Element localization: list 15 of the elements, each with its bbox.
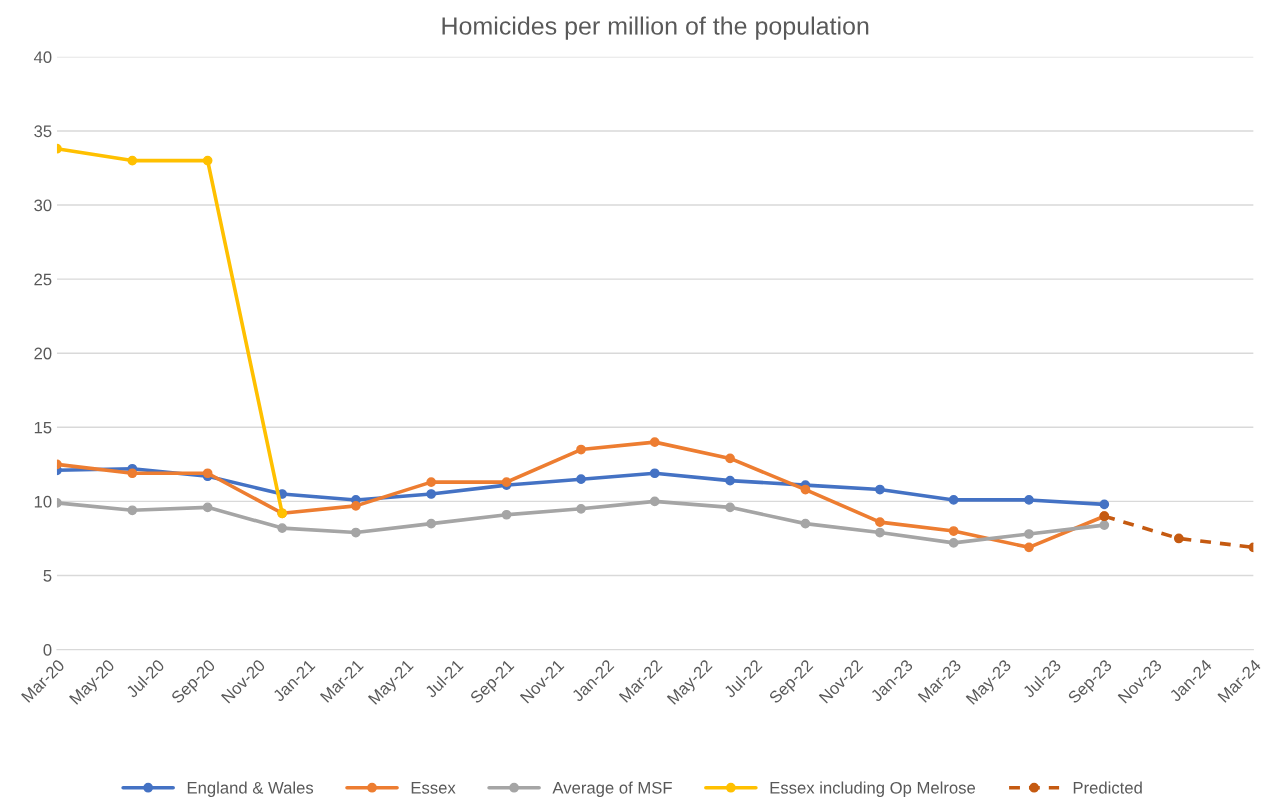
legend-label: Predicted bbox=[1073, 781, 1142, 794]
chart-title: Homicides per million of the population bbox=[442, 16, 869, 40]
y-tick-label: 5 bbox=[43, 570, 52, 582]
y-tick-label: 25 bbox=[34, 273, 52, 286]
legend-label: Essex including Op Melrose bbox=[770, 781, 976, 797]
legend-label: Essex bbox=[411, 782, 456, 794]
y-tick-label: 30 bbox=[34, 199, 52, 212]
y-tick-label: 15 bbox=[34, 421, 52, 434]
y-tick-label: 10 bbox=[34, 495, 52, 508]
legend-label: England & Wales bbox=[187, 781, 314, 797]
y-tick-label: 40 bbox=[33, 51, 52, 64]
y-tick-label: 0 bbox=[43, 644, 52, 656]
legend-label: Average of MSF bbox=[552, 781, 672, 797]
y-tick-label: 35 bbox=[34, 125, 52, 138]
y-tick-label: 20 bbox=[34, 347, 52, 360]
